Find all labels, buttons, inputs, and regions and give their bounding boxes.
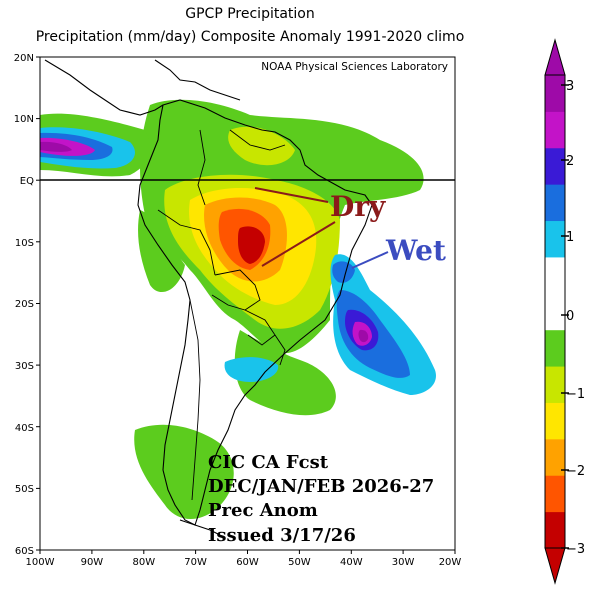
lat-tick-label: 60S	[15, 546, 34, 557]
colorbar-segment	[545, 220, 565, 258]
colorbar-segment	[545, 511, 565, 549]
coastlines	[44, 59, 373, 536]
colorbar-segment	[545, 366, 565, 403]
anomaly-green-patagonia	[134, 424, 234, 520]
colorbar-segment	[545, 293, 565, 331]
coastline-tierra-del-fuego	[179, 519, 221, 536]
colorbar-segment	[545, 75, 565, 112]
lon-tick-label: 60W	[236, 557, 259, 568]
colorbar-segment	[545, 329, 565, 367]
colorbar-segment	[545, 147, 565, 185]
colorbar-segment	[545, 111, 565, 149]
anomaly-pacific-purple	[40, 141, 72, 152]
lon-tick-label: 100W	[26, 557, 55, 568]
forecast-line-1: CIC CA Fcst	[208, 452, 329, 473]
colorbar-top-arrow	[544, 38, 566, 76]
lat-tick-label: 20N	[14, 53, 34, 64]
colorbar-segment	[545, 475, 565, 513]
axis-ticks	[36, 56, 456, 554]
forecast-line-3: Prec Anom	[208, 500, 318, 521]
border-peru-brazil	[157, 209, 216, 276]
colorbar-bottom-arrow	[544, 547, 566, 585]
chart-subtitle: Precipitation (mm/day) Composite Anomaly…	[35, 29, 465, 45]
anomaly-blue-ne	[332, 261, 355, 283]
border-uruguay	[274, 334, 286, 366]
lat-tick-label: 40S	[15, 423, 34, 434]
lon-tick-label: 80W	[132, 557, 155, 568]
colorbar-frame	[544, 74, 566, 549]
lon-tick-label: 40W	[340, 557, 363, 568]
anomaly-lightblue-south	[224, 357, 279, 382]
forecast-line-2: DEC/JAN/FEB 2026-27	[208, 476, 434, 497]
lon-tick-label: 20W	[439, 557, 462, 568]
lat-tick-label: 50S	[15, 484, 34, 495]
coastline-caribbean	[154, 59, 241, 101]
colorbar-segments	[545, 75, 565, 549]
lon-tick-label: 90W	[81, 557, 104, 568]
colorbar-label: 2	[566, 154, 574, 169]
border-chile-argentina	[189, 299, 201, 501]
chart-title: GPCP Precipitation	[185, 6, 315, 22]
wet-pointer-line	[351, 251, 389, 269]
colorbar-label: 1	[566, 230, 574, 245]
colorbar-label: 3	[566, 79, 574, 94]
colorbar-label: −1	[566, 387, 585, 402]
anomaly-red-core	[238, 226, 265, 264]
colorbar-segment	[545, 256, 565, 294]
border-bolivia	[211, 269, 261, 311]
country-borders	[157, 129, 286, 501]
colorbar-label: −2	[566, 464, 585, 479]
colorbar-segment	[545, 438, 565, 476]
lat-tick-label: EQ	[20, 176, 34, 187]
colorbar-segment	[545, 184, 565, 222]
colorbar: 3 2 1 0 −1 −2 −3	[544, 38, 585, 585]
coastline-south-america	[137, 99, 373, 526]
lon-tick-label: 30W	[392, 557, 415, 568]
lon-labels: 100W 90W 80W 70W 60W 50W 40W 30W 20W	[26, 557, 462, 568]
dry-pointer-line-1	[254, 187, 329, 203]
wet-label: Wet	[385, 234, 446, 267]
dry-pointer-line-2	[261, 221, 336, 267]
colorbar-label: −3	[566, 542, 585, 557]
coastline-central-america	[44, 59, 164, 116]
lat-tick-label: 10S	[15, 238, 34, 249]
forecast-info: CIC CA Fcst DEC/JAN/FEB 2026-27 Prec Ano…	[208, 452, 434, 546]
credit-label: NOAA Physical Sciences Laboratory	[261, 61, 448, 73]
lat-tick-label: 20S	[15, 299, 34, 310]
colorbar-ticks	[561, 84, 569, 549]
anomaly-green-south	[234, 330, 336, 416]
anomaly-yellowgreen-north	[228, 126, 295, 166]
forecast-line-4: Issued 3/17/26	[208, 525, 356, 546]
colorbar-segment	[545, 402, 565, 440]
dry-label: Dry	[330, 190, 386, 223]
lon-tick-label: 70W	[184, 557, 207, 568]
anomaly-purple	[358, 329, 369, 343]
lat-labels: 20N 10N EQ 10S 20S 30S 40S 50S 60S	[14, 53, 34, 557]
border-colombia-brazil	[197, 129, 206, 206]
colorbar-label: 0	[566, 309, 574, 324]
anomaly-green-west	[138, 210, 185, 293]
border-venezuela-guyana	[229, 129, 286, 151]
lat-tick-label: 10N	[14, 114, 34, 125]
lat-tick-label: 30S	[15, 361, 34, 372]
lon-tick-label: 50W	[288, 557, 311, 568]
anomaly-fields	[40, 99, 436, 520]
